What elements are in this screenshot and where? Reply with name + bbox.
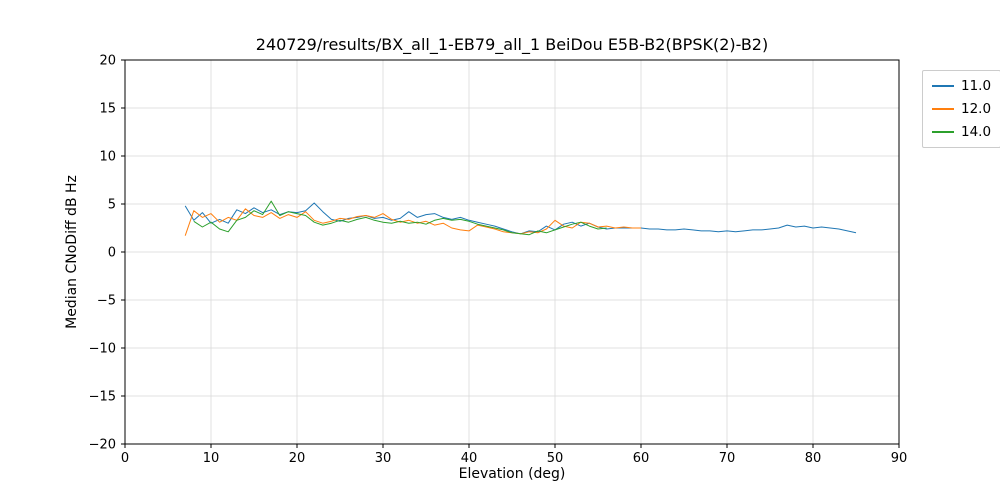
series-line-11.0 bbox=[184, 202, 857, 235]
y-tick-label: 0 bbox=[108, 246, 116, 261]
x-tick-label: 20 bbox=[289, 451, 306, 466]
x-tick-label: 30 bbox=[375, 451, 392, 466]
x-tick-label: 80 bbox=[805, 451, 822, 466]
y-tick-label: −15 bbox=[89, 390, 116, 405]
x-tick-label: 90 bbox=[891, 451, 908, 466]
legend-line-sample bbox=[932, 131, 954, 133]
legend-label: 12.0 bbox=[961, 101, 992, 117]
legend-label: 14.0 bbox=[961, 124, 992, 140]
legend-item: 12.0 bbox=[932, 101, 991, 117]
x-tick-label: 70 bbox=[719, 451, 736, 466]
y-tick-label: 5 bbox=[108, 198, 116, 213]
y-tick-label: −20 bbox=[89, 438, 116, 453]
x-axis-label: Elevation (deg) bbox=[458, 466, 566, 482]
y-axis-label: Median CNoDiff dB Hz bbox=[64, 175, 80, 329]
chart-title: 240729/results/BX_all_1-EB79_all_1 BeiDo… bbox=[255, 35, 769, 54]
x-tick-label: 60 bbox=[633, 451, 650, 466]
x-tick-label: 0 bbox=[121, 451, 129, 466]
series-line-14.0 bbox=[193, 200, 607, 236]
x-tick-label: 50 bbox=[547, 451, 564, 466]
x-tick-label: 10 bbox=[203, 451, 220, 466]
legend-label: 11.0 bbox=[961, 78, 992, 94]
y-tick-label: 15 bbox=[99, 102, 116, 117]
y-tick-label: 10 bbox=[99, 150, 116, 165]
y-tick-label: −5 bbox=[97, 294, 116, 309]
legend-item: 14.0 bbox=[932, 124, 991, 140]
y-tick-label: −10 bbox=[89, 342, 116, 357]
legend-item: 11.0 bbox=[932, 78, 991, 94]
legend-line-sample bbox=[932, 85, 954, 87]
y-tick-label: 20 bbox=[99, 54, 116, 69]
legend: 11.0 12.0 14.0 bbox=[922, 70, 1000, 148]
x-tick-label: 40 bbox=[461, 451, 478, 466]
legend-line-sample bbox=[932, 108, 954, 110]
